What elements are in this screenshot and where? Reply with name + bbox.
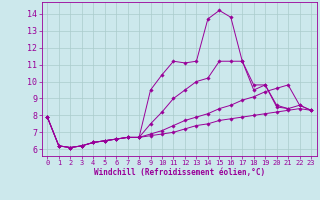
X-axis label: Windchill (Refroidissement éolien,°C): Windchill (Refroidissement éolien,°C) — [94, 168, 265, 177]
